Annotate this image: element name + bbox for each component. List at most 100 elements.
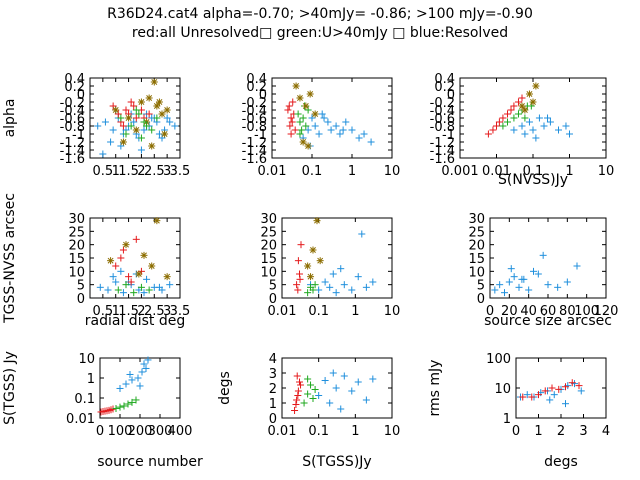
data-point [518,122,526,130]
data-point [161,130,169,138]
x-tick-label: 2 [137,164,145,179]
y-tick-label: 30 [68,212,85,227]
data-point [544,281,552,289]
data-point [525,118,533,126]
data-point [348,286,356,294]
x-tick-label: 2.5 [144,164,165,179]
y-tick-label: -0.8 [60,120,85,135]
data-point [521,114,529,122]
data-point [130,102,138,110]
data-point [300,399,308,407]
data-point [126,370,134,378]
y-tick-label: 1 [269,397,277,412]
data-point [573,262,581,270]
y-tick-label: 15 [260,252,277,267]
y-axis-label: S(TGSS) Jy [2,351,18,425]
y-tick-label: 0 [269,292,277,307]
data-point [308,114,316,122]
data-point [171,122,179,130]
data-point [307,381,315,389]
x-tick-label: 1.5 [118,164,139,179]
y-tick-label: 5 [269,279,277,294]
data-point [288,118,296,126]
data-point [318,110,326,118]
x-tick-label: 40 [520,304,537,319]
data-point [525,286,533,294]
data-point [128,376,136,384]
data-point [124,400,132,408]
data-point [519,393,527,401]
x-axis-label: radial dist deg [85,313,185,329]
data-point [521,130,529,138]
data-point [132,106,140,114]
chart-title-line-2: red:all Unresolved□ green:U>40mJy □ blue… [131,25,509,41]
x-tick-label: 0.001 [441,164,478,179]
x-tick-label: 2.5 [144,304,165,319]
data-point [153,102,161,110]
data-point [518,94,526,102]
y-tick-label: 0 [269,412,277,427]
plot-panel: 0.511.522.533.50.40.20-0.2-0.4-0.6-0.8-1… [2,72,190,179]
data-point [125,273,133,281]
x-tick-label: 0.01 [268,424,297,439]
data-point [122,241,130,249]
x-tick-label: 1.5 [118,304,139,319]
data-point [348,387,356,395]
data-point [535,114,543,122]
data-point [358,230,366,238]
data-point [138,368,146,376]
data-point [555,126,563,134]
data-point [140,251,148,259]
data-point [342,118,350,126]
data-point [304,289,312,297]
data-point [495,118,503,126]
y-axis-label: alpha [2,99,18,138]
data-point [132,235,140,243]
data-point [518,102,526,110]
data-point [293,396,301,404]
data-point [304,142,312,150]
data-point [332,384,340,392]
y-tick-label: -1.2 [60,136,85,151]
data-point [150,78,158,86]
data-point [311,281,319,289]
data-point [528,393,536,401]
data-point [532,134,540,142]
y-tick-label: 0 [447,88,455,103]
x-tick-label: 10 [384,304,401,319]
y-tick-label: 10 [494,382,511,397]
y-axis-label: TGSS-NVSS arcsec [2,193,18,324]
data-point [309,286,317,294]
x-axis-label: source size arcsec [484,313,612,329]
data-point [291,407,299,414]
x-tick-label: 1 [351,424,359,439]
data-point [362,283,370,291]
y-tick-label: 1 [503,412,511,427]
data-point [293,372,301,380]
x-tick-label: 0.01 [268,304,297,319]
data-point [134,374,142,382]
data-point [132,126,140,134]
plot-panel: 0.01 0.1 1 10 0.40.20-0.2-0.4-0.6-0.8-1-1.2-… [242,72,401,179]
data-point [117,114,125,122]
data-point [284,106,292,114]
data-point [145,286,153,294]
x-tick-label: 10 [384,164,401,179]
data-point [116,384,124,392]
data-point [510,126,518,134]
y-tick-label: -0.2 [242,96,267,111]
data-point [304,375,312,383]
data-point [142,364,150,372]
data-point [114,286,122,294]
data-point [575,382,583,390]
data-point [140,118,148,126]
y-tick-label: 0 [77,88,85,103]
data-point [355,134,363,142]
data-point [306,90,314,98]
data-point [554,283,562,291]
x-tick-label: 300 [148,424,173,439]
data-point [292,82,300,90]
data-point [546,118,554,126]
y-tick-label: 0.4 [246,72,267,87]
